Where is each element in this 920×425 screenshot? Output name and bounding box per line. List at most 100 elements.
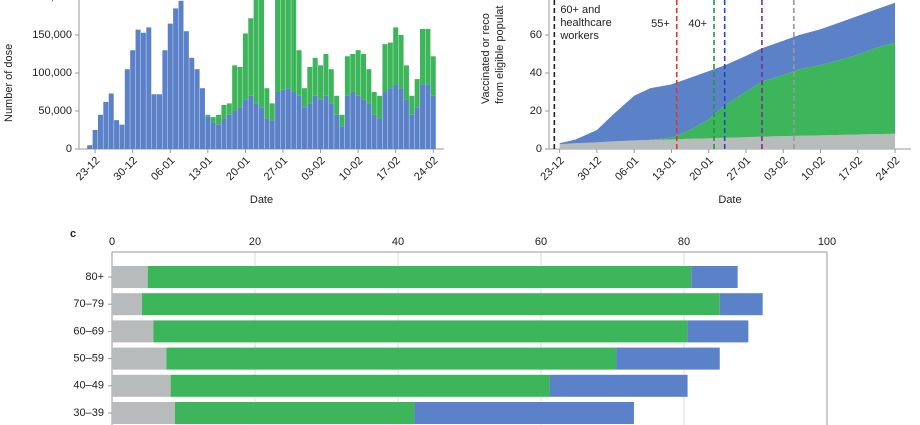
bar-segment xyxy=(264,88,270,119)
bar-segment xyxy=(323,95,329,149)
x-tick-label: 17-02 xyxy=(374,155,402,183)
bar-segment xyxy=(216,114,222,125)
bar-segment xyxy=(130,50,136,150)
bar-segment xyxy=(237,66,243,108)
bar-segment xyxy=(237,107,243,149)
bar-segment xyxy=(199,88,205,149)
x-tick-label: 03-02 xyxy=(299,155,327,183)
bar-segment xyxy=(344,95,350,149)
bar-segment xyxy=(291,0,297,92)
y-axis-label: from eligible populat xyxy=(494,6,506,104)
bar-segment xyxy=(393,27,399,85)
bar-segment xyxy=(275,0,281,93)
bar-segment xyxy=(420,28,426,85)
x-tick-label: 100 xyxy=(818,236,836,248)
bar-segment xyxy=(167,23,173,150)
bar-segment xyxy=(355,95,361,149)
x-tick-label: 0 xyxy=(109,236,115,248)
bar-segment xyxy=(142,293,720,316)
y-tick-label: 70–79 xyxy=(73,298,104,310)
bar-segment xyxy=(210,117,216,123)
bar-segment xyxy=(409,114,415,149)
x-tick-label: 06-01 xyxy=(149,155,177,183)
x-tick-label: 10-02 xyxy=(799,155,827,183)
bar-segment xyxy=(166,347,617,370)
bar-segment xyxy=(430,56,436,96)
bar-segment xyxy=(339,126,345,149)
bar-segment xyxy=(157,94,163,149)
annotation: 55+ xyxy=(651,18,670,30)
bar-segment xyxy=(259,107,264,149)
bar-segment xyxy=(87,145,93,149)
bar-segment xyxy=(387,88,393,149)
x-tick-label: 20-01 xyxy=(224,155,252,183)
bar-segment xyxy=(371,114,377,149)
bar-segment xyxy=(112,347,167,370)
bar-segment xyxy=(210,122,216,149)
x-tick-label: 24-02 xyxy=(412,155,440,183)
y-tick-label: 0 xyxy=(536,143,542,155)
bar-segment xyxy=(398,35,404,89)
bar-segment xyxy=(162,50,168,150)
bar-segment xyxy=(350,92,356,149)
bar-segment xyxy=(296,95,302,149)
x-tick-label: 10-02 xyxy=(337,155,365,183)
bar-segment xyxy=(312,57,318,96)
bar-segment xyxy=(183,31,189,150)
bar-segment xyxy=(339,114,345,127)
bar-segment xyxy=(205,114,211,117)
y-axis-label: Number of dose xyxy=(3,44,15,122)
bar-segment xyxy=(344,56,350,96)
bar-segment xyxy=(146,27,152,149)
bar-segment xyxy=(140,32,146,149)
bar-segment xyxy=(112,320,154,343)
bar-segment xyxy=(409,95,415,115)
bar-segment xyxy=(174,402,415,424)
y-tick-label: 150,000 xyxy=(32,29,72,41)
bar-segment xyxy=(112,402,175,424)
bar-segment xyxy=(318,99,324,149)
x-tick-label: 24-02 xyxy=(874,155,902,183)
y-tick-label: 50,000 xyxy=(38,105,72,117)
bar-segment xyxy=(328,103,334,149)
bar-segment xyxy=(108,93,114,149)
x-tick-label: 06-01 xyxy=(613,155,641,183)
bar-segment xyxy=(307,66,313,104)
bar-segment xyxy=(285,0,291,89)
bar-segment xyxy=(414,402,634,424)
x-tick-label: 30-12 xyxy=(576,155,604,183)
bar-segment xyxy=(393,84,399,149)
bar-segment xyxy=(377,118,383,149)
bar-segment xyxy=(275,92,281,149)
bar-segment xyxy=(403,99,409,149)
bar-segment xyxy=(285,88,291,149)
bar-segment xyxy=(334,95,340,115)
bar-segment xyxy=(382,92,388,149)
bar-segment xyxy=(355,50,361,96)
y-tick-label: 20 xyxy=(530,105,542,117)
bar-segment xyxy=(216,124,222,149)
x-tick-label: 27-01 xyxy=(725,155,753,183)
bar-segment xyxy=(170,374,550,397)
bar-segment xyxy=(318,65,324,100)
bar-segment xyxy=(301,88,307,108)
y-tick-label: 30–39 xyxy=(73,407,104,419)
bar-segment xyxy=(366,103,372,149)
y-tick-label: 60 xyxy=(530,29,542,41)
x-tick-label: 20 xyxy=(249,236,261,248)
bar-segment xyxy=(350,54,356,92)
y-tick-label: 40–49 xyxy=(73,380,104,392)
annotation: 40+ xyxy=(688,18,707,30)
x-axis-label: Date xyxy=(718,194,741,206)
area xyxy=(559,2,896,145)
bar-segment xyxy=(296,50,302,96)
bar-segment xyxy=(226,103,232,115)
x-tick-label: 17-02 xyxy=(837,155,865,183)
bar-segment xyxy=(259,0,264,108)
bar-segment xyxy=(323,54,329,96)
x-tick-label: 13-01 xyxy=(650,155,678,183)
bar-segment xyxy=(377,95,383,119)
bar-segment xyxy=(248,95,254,149)
y-tick-label: 0 xyxy=(66,143,72,155)
